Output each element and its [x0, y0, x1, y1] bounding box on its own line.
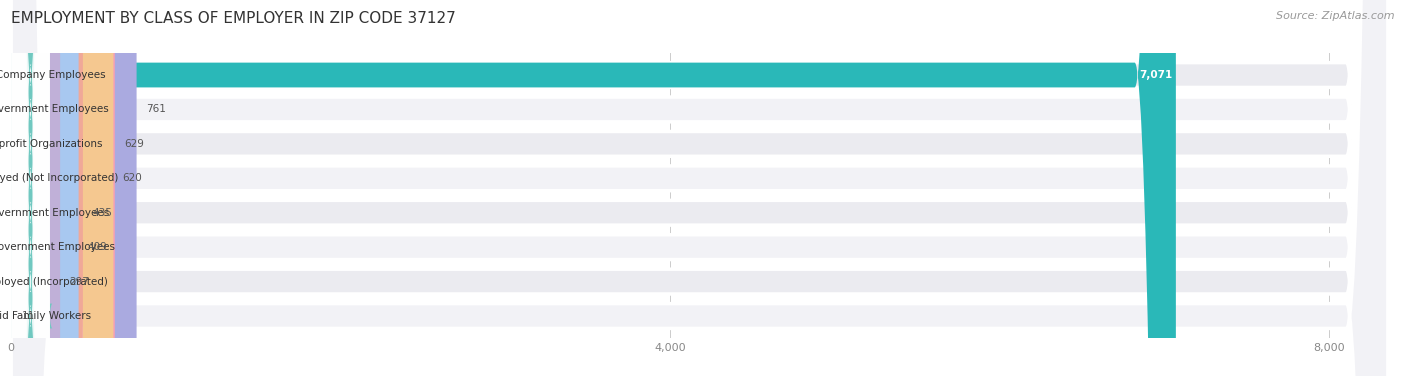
FancyBboxPatch shape [11, 0, 1388, 376]
FancyBboxPatch shape [11, 0, 1388, 376]
Text: Self-Employed (Incorporated): Self-Employed (Incorporated) [0, 277, 108, 287]
Text: 11: 11 [22, 311, 35, 321]
FancyBboxPatch shape [11, 0, 1175, 376]
Text: Not-for-profit Organizations: Not-for-profit Organizations [0, 139, 103, 149]
Text: 297: 297 [69, 277, 89, 287]
FancyBboxPatch shape [11, 0, 1388, 376]
FancyBboxPatch shape [11, 0, 49, 376]
FancyBboxPatch shape [11, 0, 49, 376]
FancyBboxPatch shape [11, 0, 136, 376]
FancyBboxPatch shape [11, 0, 49, 376]
FancyBboxPatch shape [11, 0, 49, 376]
Text: 409: 409 [87, 242, 107, 252]
Text: 629: 629 [124, 139, 143, 149]
FancyBboxPatch shape [11, 0, 1388, 376]
FancyBboxPatch shape [11, 0, 49, 376]
Text: Source: ZipAtlas.com: Source: ZipAtlas.com [1277, 11, 1395, 21]
Text: 761: 761 [146, 105, 166, 114]
FancyBboxPatch shape [11, 0, 83, 376]
Text: Local Government Employees: Local Government Employees [0, 105, 110, 114]
Text: Federal Government Employees: Federal Government Employees [0, 242, 115, 252]
Text: Self-Employed (Not Incorporated): Self-Employed (Not Incorporated) [0, 173, 118, 183]
FancyBboxPatch shape [11, 0, 1388, 376]
Text: State Government Employees: State Government Employees [0, 208, 110, 218]
Text: Private Company Employees: Private Company Employees [0, 70, 105, 80]
FancyBboxPatch shape [11, 0, 79, 376]
Text: 435: 435 [91, 208, 112, 218]
Text: EMPLOYMENT BY CLASS OF EMPLOYER IN ZIP CODE 37127: EMPLOYMENT BY CLASS OF EMPLOYER IN ZIP C… [11, 11, 456, 26]
Text: 620: 620 [122, 173, 142, 183]
FancyBboxPatch shape [11, 0, 1388, 376]
FancyBboxPatch shape [0, 0, 52, 376]
FancyBboxPatch shape [11, 0, 49, 376]
FancyBboxPatch shape [11, 0, 49, 376]
FancyBboxPatch shape [11, 0, 60, 376]
FancyBboxPatch shape [11, 0, 49, 376]
FancyBboxPatch shape [11, 0, 1388, 376]
FancyBboxPatch shape [11, 0, 1388, 376]
Text: Unpaid Family Workers: Unpaid Family Workers [0, 311, 91, 321]
FancyBboxPatch shape [11, 0, 115, 376]
Text: 7,071: 7,071 [1139, 70, 1173, 80]
FancyBboxPatch shape [11, 0, 114, 376]
